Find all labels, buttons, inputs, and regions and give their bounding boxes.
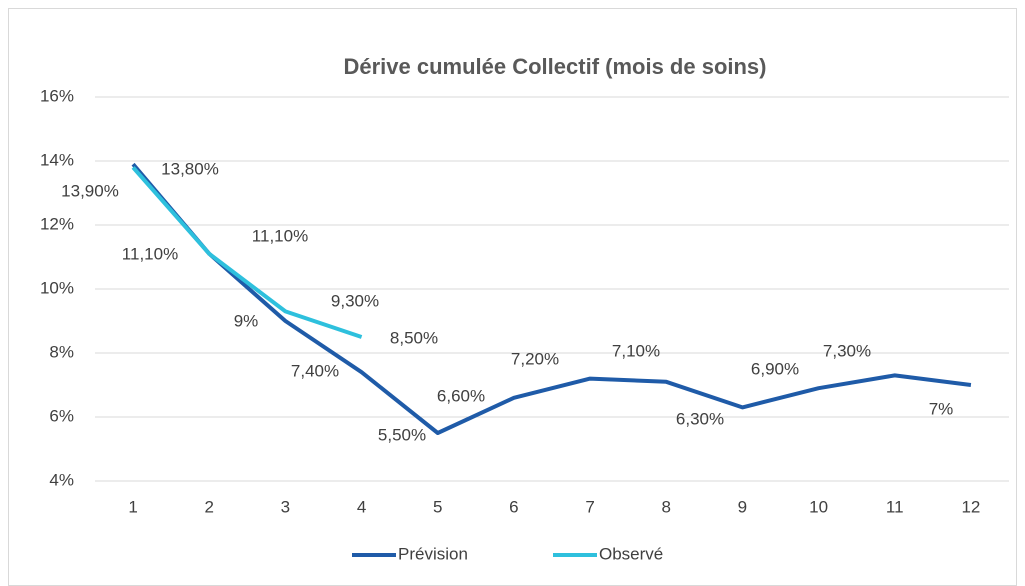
data-label: 5,50% xyxy=(378,425,426,444)
data-label: 11,10% xyxy=(122,244,178,263)
series-line xyxy=(131,166,363,339)
y-tick-label: 16% xyxy=(40,86,74,105)
y-tick-label: 4% xyxy=(49,470,74,489)
y-tick-label: 12% xyxy=(40,214,74,233)
x-tick-label: 1 xyxy=(128,497,137,516)
y-tick-label: 10% xyxy=(40,278,74,297)
data-label: 13,80% xyxy=(161,159,219,178)
x-tick-label: 7 xyxy=(585,497,594,516)
legend-label: Prévision xyxy=(398,544,468,563)
data-label: 9,30% xyxy=(331,291,379,310)
data-label: 7,20% xyxy=(511,349,559,368)
x-tick-label: 8 xyxy=(662,497,671,516)
data-label: 6,60% xyxy=(437,386,485,405)
data-label: 7% xyxy=(929,399,954,418)
data-label: 7,30% xyxy=(823,341,871,360)
data-label: 7,10% xyxy=(612,341,660,360)
x-tick-label: 4 xyxy=(357,497,366,516)
x-tick-label: 2 xyxy=(205,497,214,516)
x-tick-label: 11 xyxy=(886,497,904,516)
chart-border xyxy=(8,8,1017,586)
data-label: 8,50% xyxy=(390,328,438,347)
y-tick-label: 14% xyxy=(40,150,74,169)
x-tick-label: 3 xyxy=(281,497,290,516)
chart-title: Dérive cumulée Collectif (mois de soins) xyxy=(343,54,766,79)
y-tick-label: 6% xyxy=(49,406,74,425)
data-label: 11,10% xyxy=(252,226,308,245)
data-label: 13,90% xyxy=(61,181,119,200)
series-line xyxy=(131,162,972,435)
x-tick-label: 9 xyxy=(738,497,747,516)
x-tick-label: 5 xyxy=(433,497,442,516)
legend-label: Observé xyxy=(599,544,663,563)
data-label: 9% xyxy=(234,311,259,330)
x-tick-label: 12 xyxy=(961,497,980,516)
x-tick-label: 6 xyxy=(509,497,518,516)
data-label: 6,90% xyxy=(751,359,799,378)
data-label: 7,40% xyxy=(291,361,339,380)
data-label: 6,30% xyxy=(676,409,724,428)
x-tick-label: 10 xyxy=(809,497,828,516)
y-tick-label: 8% xyxy=(49,342,74,361)
